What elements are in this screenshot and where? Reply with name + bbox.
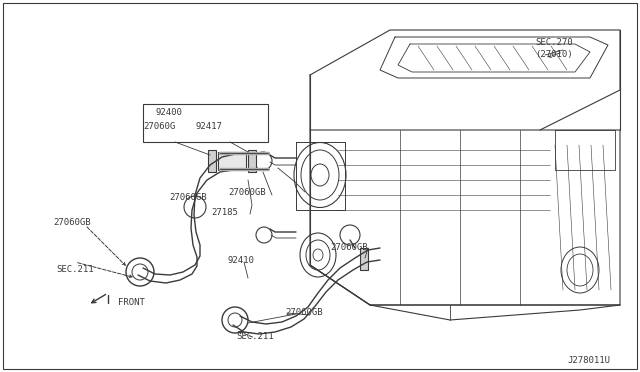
Text: 27060G: 27060G: [143, 122, 175, 131]
Bar: [248, 150, 256, 172]
Text: 27185: 27185: [211, 208, 238, 217]
Bar: [218, 152, 246, 170]
Bar: [143, 104, 268, 142]
Text: SEC.211: SEC.211: [56, 265, 94, 274]
Bar: [360, 248, 368, 270]
Text: 27060GB: 27060GB: [285, 308, 323, 317]
Text: 27060GB: 27060GB: [53, 218, 91, 227]
Text: SEC.270: SEC.270: [535, 38, 573, 47]
Text: FRONT: FRONT: [118, 298, 145, 307]
Text: (27010): (27010): [535, 50, 573, 59]
Text: J278011U: J278011U: [567, 356, 610, 365]
Text: 27060GB: 27060GB: [330, 243, 367, 252]
Text: 27060GB: 27060GB: [169, 193, 207, 202]
Text: 92410: 92410: [228, 256, 255, 265]
Text: SEC.211: SEC.211: [236, 332, 274, 341]
Bar: [208, 150, 216, 172]
Text: 92400: 92400: [155, 108, 182, 117]
Text: 92417: 92417: [196, 122, 223, 131]
Text: 27060GB: 27060GB: [228, 188, 266, 197]
